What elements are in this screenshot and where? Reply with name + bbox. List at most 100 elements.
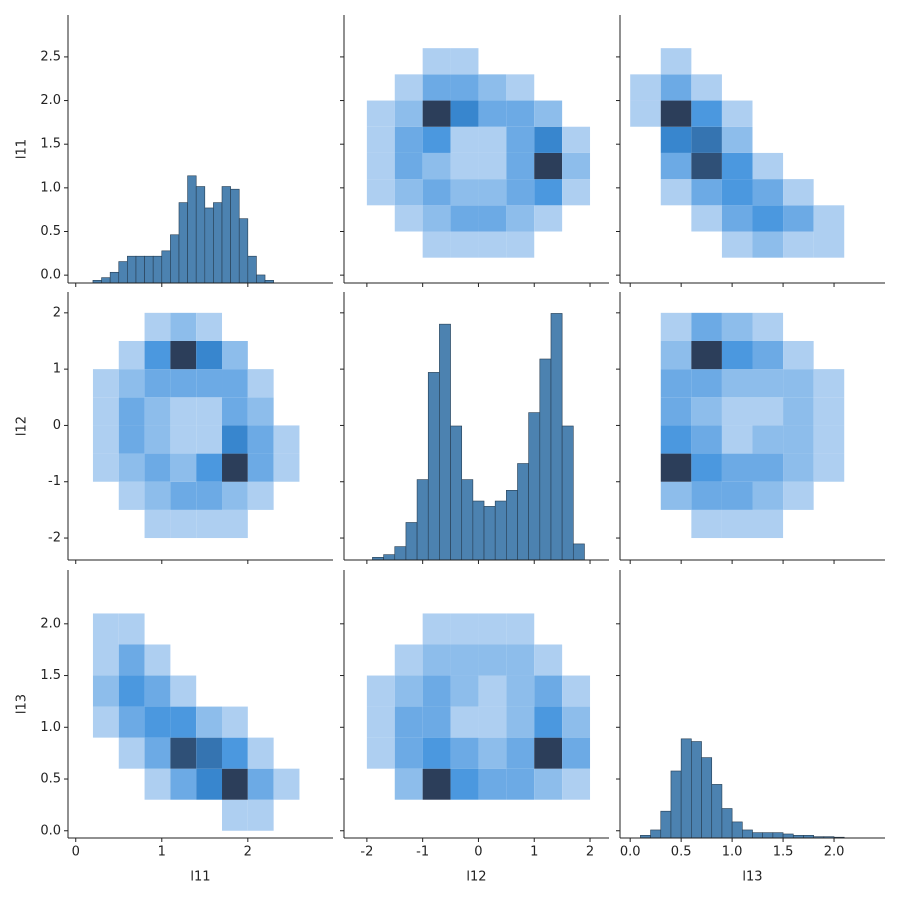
hist2d-cell	[422, 179, 451, 206]
x-tick-label: 2.0	[824, 845, 845, 860]
hist2d-cell	[721, 179, 753, 206]
hist2d-cell	[506, 152, 535, 180]
hist2d-cell	[478, 48, 506, 74]
hist2d-cell	[783, 340, 814, 370]
hist2d-cell	[394, 152, 423, 180]
hist2d-cell	[660, 100, 692, 127]
hist2d-cell	[721, 425, 753, 454]
hist2d-cell	[661, 231, 692, 257]
x-tick-label: 2	[244, 845, 252, 860]
hist2d-cell	[506, 205, 535, 232]
hist2d-cell	[814, 179, 845, 205]
x-tick-label: 1	[530, 845, 538, 860]
hist2d-cell	[394, 179, 423, 206]
histogram-bar	[109, 271, 120, 284]
hist2d-cell	[478, 126, 507, 153]
hist2d-cell	[721, 509, 753, 539]
hist2d-cell	[450, 48, 479, 75]
hist2d-cell	[196, 453, 223, 482]
histogram-bar	[711, 784, 723, 839]
hist2d-cell	[394, 737, 423, 769]
hist2d-cell	[394, 706, 423, 738]
hist2d-cell	[222, 425, 248, 454]
hist2d-cell	[783, 127, 814, 153]
hist2d-cell	[274, 482, 300, 510]
y-tick-label: 2	[53, 305, 61, 320]
hist2d-cell	[562, 205, 590, 231]
hist2d-cell	[274, 613, 300, 644]
hist2d-cell	[630, 369, 661, 397]
hist2d-cell	[721, 481, 753, 510]
hist2d-cell	[222, 481, 248, 510]
hist2d-cell	[170, 800, 196, 831]
hist2d-cell	[222, 706, 248, 738]
hist2d-cell	[248, 613, 274, 644]
hist2d-cell	[721, 126, 753, 153]
hist2d-cell	[422, 126, 451, 153]
hist2d-cell	[145, 613, 171, 644]
hist2d-cell	[534, 100, 563, 127]
hist2d-cell	[196, 800, 222, 831]
hist2d-cell	[660, 369, 692, 398]
hist2d-cell	[274, 645, 300, 676]
x-tick-label: 1.0	[722, 845, 743, 860]
hist2d-cell	[691, 205, 722, 232]
hist2d-cell	[196, 397, 223, 426]
x-tick-label: 0	[72, 845, 80, 860]
hist2d-cell	[562, 48, 590, 74]
hist2d-cell	[783, 74, 814, 100]
hist2d-cell	[367, 645, 395, 676]
histogram-bar	[742, 829, 753, 839]
hist2d-cell	[93, 738, 119, 769]
hist2d-cell	[274, 676, 300, 707]
hist2d-cell	[366, 179, 395, 206]
hist2d-cell	[196, 645, 222, 676]
hist2d-cell	[534, 74, 562, 100]
hist2d-cell	[478, 179, 507, 206]
hist2d-cell	[422, 644, 451, 676]
hist2d-cell	[170, 613, 196, 644]
hist2d-cell	[450, 100, 479, 127]
hist2d-cell	[119, 800, 145, 831]
hist2d-cell	[394, 644, 423, 676]
hist2d-cell	[844, 231, 875, 257]
hist2d-cell	[93, 769, 119, 800]
hist2d-cell	[478, 613, 507, 645]
histogram-bar	[256, 274, 266, 284]
hist2d-cell	[691, 481, 722, 510]
hist2d-cell	[721, 312, 753, 341]
hist2d-cell	[783, 481, 814, 510]
hist2d-cell	[450, 613, 479, 645]
hist2d-cell	[534, 231, 562, 257]
hist2d-cell	[562, 737, 591, 769]
hist2d-cell	[273, 768, 300, 800]
hist2d-cell	[274, 510, 300, 538]
hist2d-cell	[660, 453, 692, 482]
hist2d-cell	[844, 48, 875, 74]
hist2d-cell	[248, 707, 274, 738]
hist2d-cell	[118, 675, 145, 707]
hist2d-cell	[661, 205, 692, 231]
y-tick-label: 1.5	[40, 137, 61, 152]
histogram-bar	[450, 425, 463, 561]
hist2d-cell	[630, 179, 661, 205]
hist2d-cell	[222, 453, 248, 482]
hist2d-cell	[274, 369, 300, 397]
histogram-bar	[195, 186, 206, 284]
hist2d-cell	[752, 231, 784, 258]
hist2d-cell	[844, 482, 875, 510]
hist2d-cell	[93, 482, 119, 510]
hist2d-cell	[395, 231, 423, 257]
x-axis-label: l13	[742, 870, 762, 885]
hist2d-cell	[170, 481, 197, 510]
hist2d-cell	[170, 312, 197, 341]
hist2d-cell	[534, 706, 563, 738]
hist2d-cell	[753, 74, 784, 100]
y-tick-label: 0	[53, 418, 61, 433]
hist2d-cell	[247, 425, 274, 454]
hist2d-cell	[752, 425, 784, 454]
hist2d-cell	[118, 737, 145, 769]
y-tick-label: 0.0	[40, 823, 61, 838]
histogram-bar	[494, 500, 507, 561]
y-tick-label: 0.5	[40, 772, 61, 787]
